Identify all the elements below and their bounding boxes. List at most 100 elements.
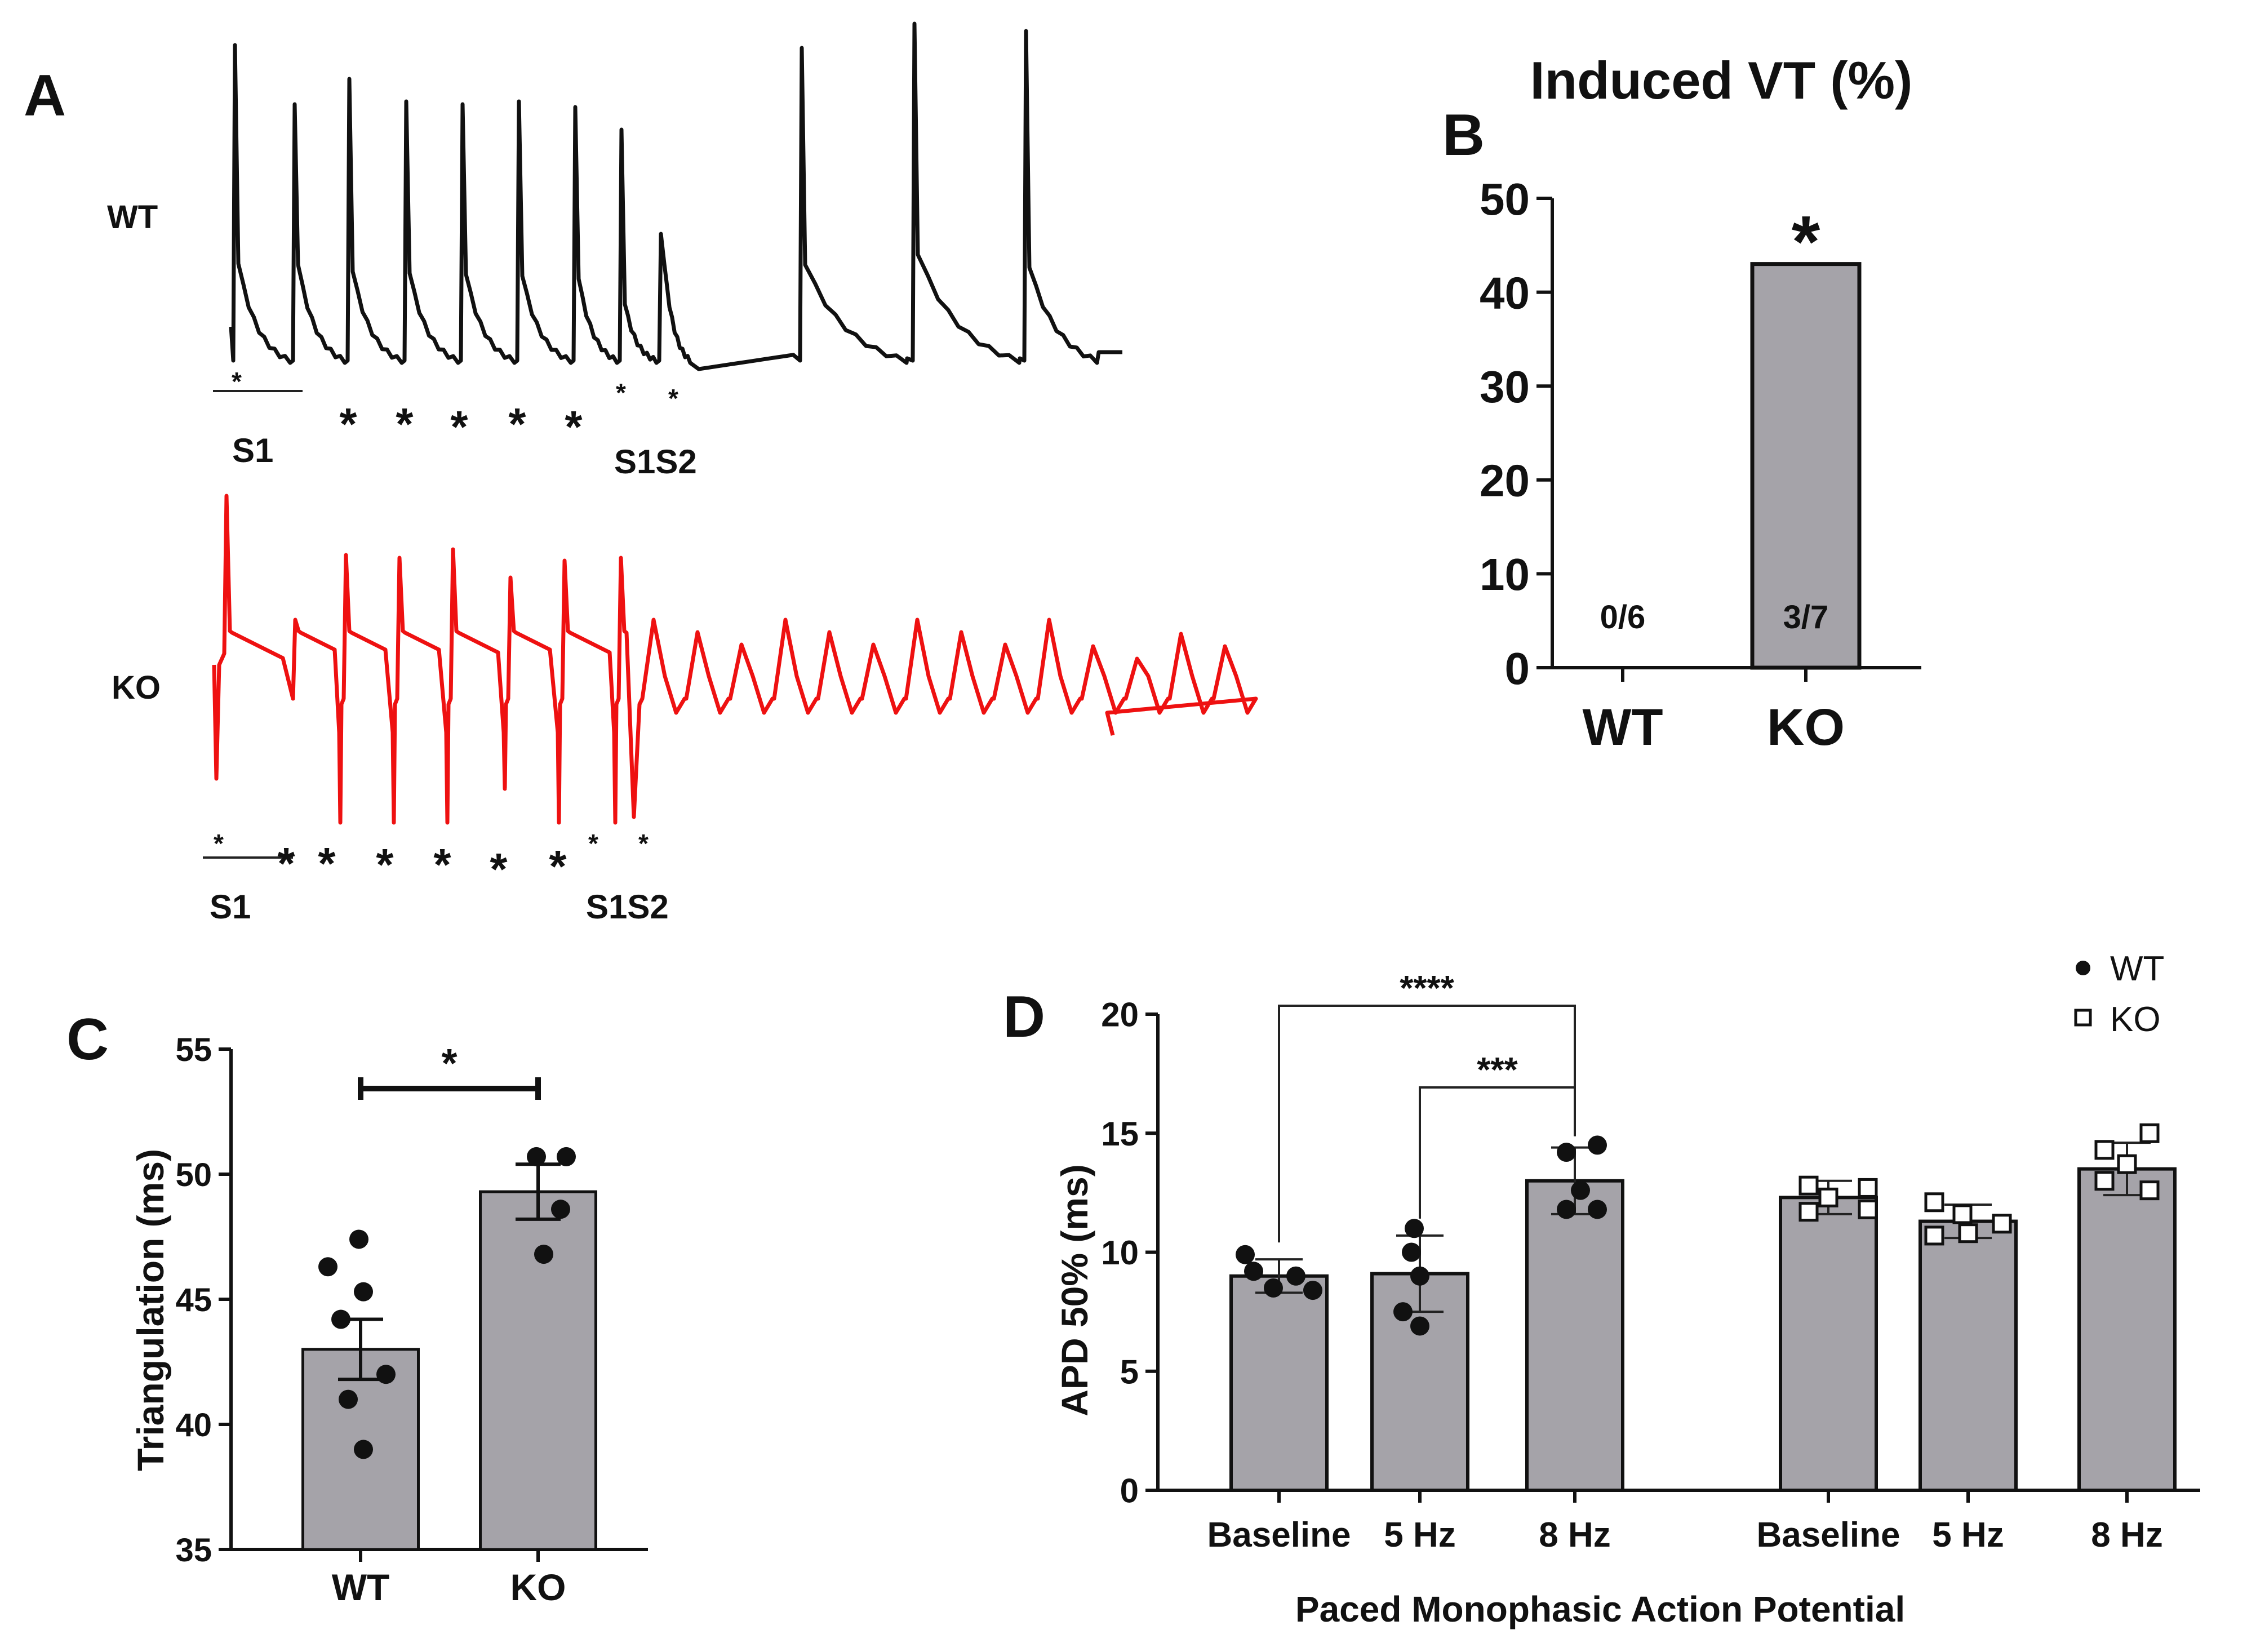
chart-b-bars: 0/6 3/7 * xyxy=(1600,201,1862,670)
chart-d-legend: WT KO xyxy=(2074,949,2164,1039)
chart-d-point-0-3 xyxy=(1264,1278,1283,1298)
chart-d-bars: ******* xyxy=(1229,969,2177,1492)
chart-c-sig-label: * xyxy=(441,1041,457,1086)
chart-d-point-0-0 xyxy=(1236,1245,1255,1264)
panel-a: A WT * * * * * * * * S1 S1S2 KO * * * * * * * * * S1 S1… xyxy=(24,21,1258,926)
chart-c-point-0-2 xyxy=(354,1282,373,1302)
chart-b-ytick-label-3: 30 xyxy=(1480,362,1530,412)
chart-c-ytick-label-1: 40 xyxy=(175,1407,212,1444)
wt-s1-label: S1 xyxy=(232,432,273,469)
chart-d-point-5-3 xyxy=(2094,1171,2115,1191)
chart-d-point-5-1 xyxy=(2094,1140,2115,1160)
chart-c-bars: * xyxy=(301,1041,597,1551)
chart-c-point-0-0 xyxy=(349,1229,368,1249)
panel-c: C Triangulation (ms) 35 40 45 50 55 WT KO * xyxy=(66,1007,648,1608)
chart-d-point-0-1 xyxy=(1244,1262,1263,1281)
chart-d-point-4-4 xyxy=(1924,1225,1944,1246)
ko-stim-star-8: * xyxy=(638,829,649,858)
chart-c-point-0-6 xyxy=(354,1440,373,1459)
chart-d-xlabel-3: Baseline xyxy=(1756,1516,1900,1555)
chart-c-ytick-label-0: 35 xyxy=(175,1532,212,1569)
panel-a-letter: A xyxy=(24,63,66,128)
chart-d-point-1-0 xyxy=(1405,1219,1424,1238)
chart-c-sig-bracket xyxy=(358,1077,541,1100)
chart-c-point-0-3 xyxy=(331,1309,350,1329)
chart-d-point-2-2 xyxy=(1571,1180,1590,1200)
chart-b-ytick-label-5: 50 xyxy=(1480,174,1530,224)
trace-label-ko: KO xyxy=(112,669,161,706)
chart-d-ylabel: APD 50% (ms) xyxy=(1054,1164,1095,1416)
chart-d-point-2-4 xyxy=(1588,1200,1607,1219)
chart-d-point-1-4 xyxy=(1410,1316,1429,1336)
chart-c-ytick-label-3: 50 xyxy=(175,1157,212,1193)
wt-stim-star-5: * xyxy=(565,402,583,452)
chart-c-ytick-label-2: 45 xyxy=(175,1282,212,1318)
chart-d-xlabel-1: 5 Hz xyxy=(1384,1516,1455,1555)
chart-d-sig-label-1: *** xyxy=(1477,1051,1518,1090)
wt-stim-star-3: * xyxy=(450,402,468,452)
chart-b-bar-label-1: 3/7 xyxy=(1783,599,1829,636)
chart-d-ytick-label-0: 0 xyxy=(1120,1472,1139,1510)
chart-c-ytick-label-4: 55 xyxy=(175,1032,212,1068)
chart-b-axes: 0 10 20 30 40 50 WT KO xyxy=(1480,174,1921,756)
wt-s1s2-label: S1S2 xyxy=(614,443,697,481)
wt-stimulus-markers: * * * * * * * * xyxy=(232,367,678,452)
ko-stim-star-0: * xyxy=(214,829,224,858)
ko-s1s2-label: S1S2 xyxy=(586,888,669,926)
chart-c-point-0-1 xyxy=(318,1257,337,1277)
chart-d-bar-2 xyxy=(1525,1179,1624,1492)
chart-d-point-2-0 xyxy=(1588,1135,1607,1155)
chart-c-point-1-1 xyxy=(557,1147,576,1166)
chart-d-point-4-2 xyxy=(1992,1214,2012,1234)
chart-b-xlabel-1: KO xyxy=(1767,699,1845,756)
ko-trace xyxy=(212,494,1258,825)
chart-d-sig-label-0: **** xyxy=(1400,969,1454,1008)
legend-wt-label: WT xyxy=(2110,949,2164,988)
chart-d-bar-5 xyxy=(2077,1167,2177,1492)
chart-d-point-4-0 xyxy=(1924,1192,1944,1213)
ko-stim-star-5: * xyxy=(490,844,508,894)
ko-stimulus-markers: * * * * * * * * * xyxy=(214,829,649,894)
chart-d-xlabel-2: 8 Hz xyxy=(1539,1516,1610,1555)
chart-c-axes: 35 40 45 50 55 WT KO xyxy=(175,1032,648,1608)
ko-stim-star-1: * xyxy=(277,838,295,889)
chart-d-point-4-3 xyxy=(1958,1223,1978,1244)
legend-wt-marker xyxy=(2076,961,2090,975)
chart-d-point-5-0 xyxy=(2139,1123,2160,1143)
chart-d-point-2-3 xyxy=(1557,1200,1576,1219)
chart-c-point-0-5 xyxy=(339,1389,358,1409)
chart-b-ytick-label-1: 10 xyxy=(1480,549,1530,599)
ko-stim-star-2: * xyxy=(318,838,336,889)
chart-d-point-3-1 xyxy=(1858,1178,1878,1198)
chart-d-point-3-4 xyxy=(1858,1199,1878,1219)
chart-c-xlabel-0: WT xyxy=(332,1566,390,1608)
chart-d-point-3-3 xyxy=(1798,1202,1819,1222)
chart-d-sig-bracket-0 xyxy=(1278,1005,1576,1243)
chart-d-xlabel: Paced Monophasic Action Potential xyxy=(1295,1589,1905,1629)
chart-d-point-3-0 xyxy=(1798,1175,1819,1196)
chart-b-ytick-label-2: 20 xyxy=(1480,456,1530,506)
chart-d-point-4-1 xyxy=(1952,1204,1973,1224)
chart-c-ylabel: Triangulation (ms) xyxy=(130,1149,171,1471)
ko-stim-star-7: * xyxy=(588,829,598,858)
chart-d-point-0-2 xyxy=(1286,1266,1305,1286)
chart-b-xlabel-0: WT xyxy=(1582,699,1663,756)
chart-d-bar-3 xyxy=(1779,1196,1878,1492)
chart-d-ytick-label-3: 15 xyxy=(1101,1115,1139,1153)
chart-c-point-1-2 xyxy=(551,1200,570,1219)
chart-b-ytick-label-4: 40 xyxy=(1480,268,1530,318)
trace-label-wt: WT xyxy=(107,199,158,236)
ko-stim-star-6: * xyxy=(549,841,567,891)
chart-d-xlabel-0: Baseline xyxy=(1207,1516,1351,1555)
chart-d-axes: 0 5 10 15 20 Baseline 5 Hz 8 Hz Baseline 5 Hz 8 Hz xyxy=(1101,996,2200,1555)
wt-stim-star-2: * xyxy=(396,399,414,449)
chart-b-significance: * xyxy=(1792,201,1820,283)
chart-c-point-1-3 xyxy=(534,1245,553,1264)
wt-stim-star-0: * xyxy=(232,367,242,396)
legend-ko-label: KO xyxy=(2110,1000,2161,1039)
wt-stim-star-1: * xyxy=(339,399,357,449)
chart-d-xlabel-5: 8 Hz xyxy=(2091,1516,2162,1555)
panel-c-letter: C xyxy=(66,1007,109,1072)
chart-d-point-1-3 xyxy=(1393,1302,1413,1322)
